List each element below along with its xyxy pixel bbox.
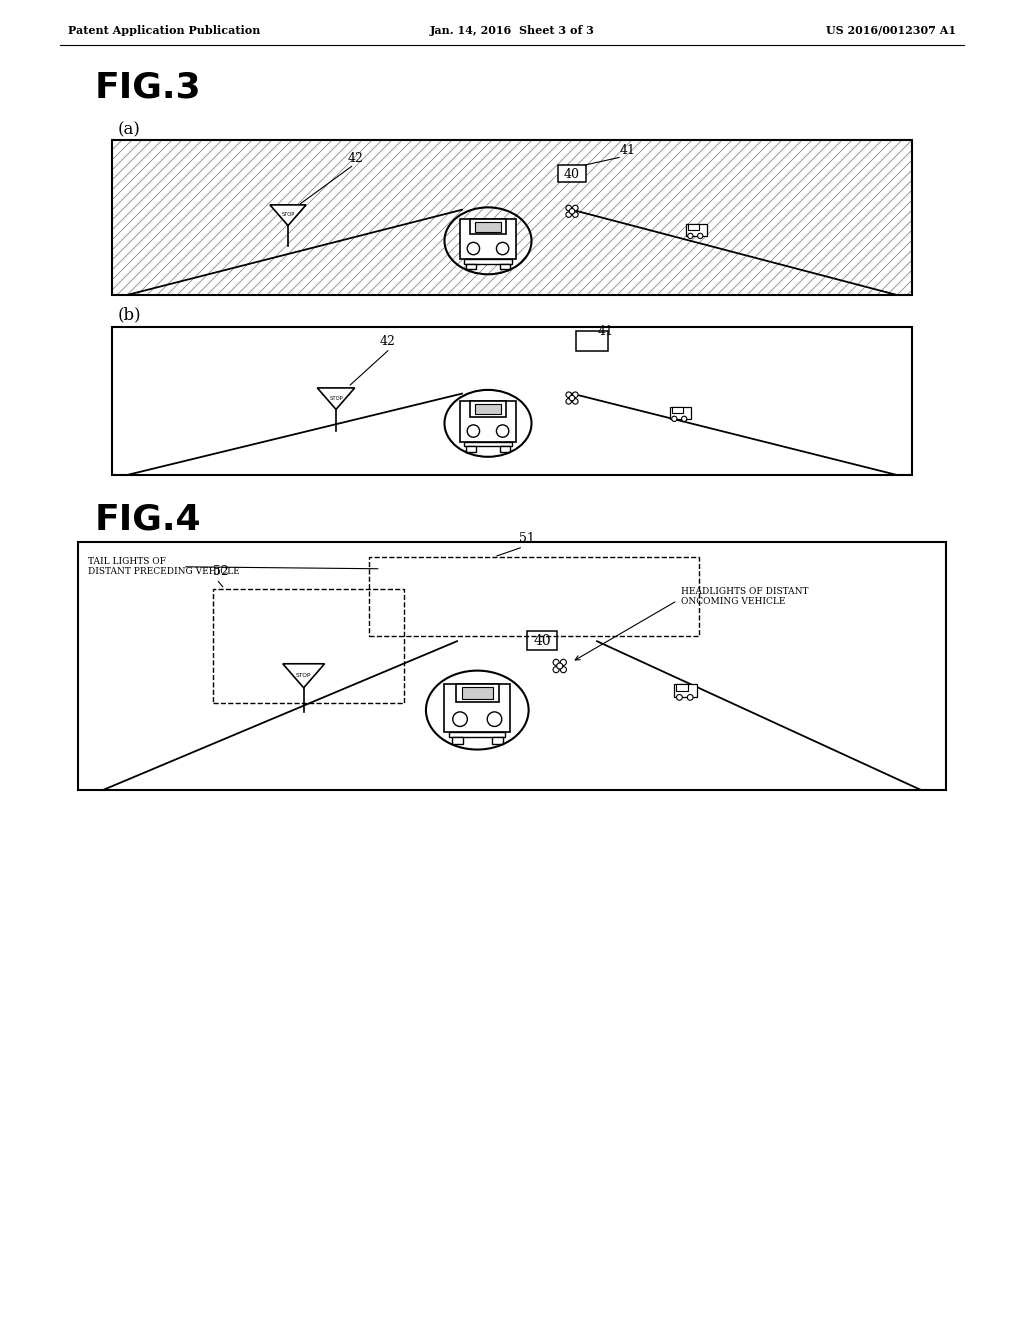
Text: 40: 40 [534,634,551,648]
Circle shape [677,694,682,700]
Bar [670,407,690,418]
Text: 41: 41 [620,144,636,157]
Circle shape [572,399,579,404]
Bar [492,737,503,743]
Circle shape [557,663,563,669]
Bar [500,264,510,269]
Text: FIG.3: FIG.3 [95,71,202,106]
Text: 42: 42 [348,152,364,165]
Polygon shape [317,388,354,409]
Circle shape [697,234,702,239]
Bar [112,140,912,294]
Circle shape [497,425,509,437]
Bar [213,589,403,704]
Bar [464,442,512,446]
Bar [500,446,510,451]
Bar [470,401,506,417]
Circle shape [566,392,571,397]
Circle shape [566,211,571,218]
Text: (a): (a) [118,121,141,139]
Bar [575,331,608,351]
Text: Jan. 14, 2016  Sheet 3 of 3: Jan. 14, 2016 Sheet 3 of 3 [429,25,595,36]
Bar [685,224,707,236]
Circle shape [688,234,693,239]
Circle shape [553,659,559,665]
Bar [444,684,510,733]
Bar [475,404,501,414]
Circle shape [572,205,579,211]
Text: Patent Application Publication: Patent Application Publication [68,25,260,36]
Bar [460,219,516,260]
Bar [450,733,506,737]
Circle shape [687,694,693,700]
Bar [674,684,697,697]
Text: US 2016/0012307 A1: US 2016/0012307 A1 [826,25,956,36]
Circle shape [572,392,579,397]
Bar [527,631,557,651]
Bar [460,401,516,442]
Text: 41: 41 [598,325,614,338]
Bar [687,224,698,230]
Text: STOP: STOP [282,213,295,218]
Bar [672,407,683,413]
Bar [112,140,912,294]
Text: STOP: STOP [329,396,343,401]
Circle shape [566,205,571,211]
Text: TAIL LIGHTS OF
DISTANT PRECEDING VEHICLE: TAIL LIGHTS OF DISTANT PRECEDING VEHICLE [88,557,240,577]
Polygon shape [270,205,306,226]
Bar [452,737,463,743]
Bar [460,219,516,260]
Bar [558,165,586,182]
Text: (b): (b) [118,306,141,323]
Circle shape [560,659,566,665]
Circle shape [487,711,502,726]
Circle shape [560,667,566,673]
Bar [466,446,476,451]
Circle shape [672,416,677,421]
Circle shape [467,425,479,437]
Text: FIG.4: FIG.4 [95,503,202,537]
Text: 42: 42 [380,335,396,348]
Circle shape [566,399,571,404]
Text: STOP: STOP [296,673,311,677]
Text: 52: 52 [213,565,228,578]
Circle shape [572,211,579,218]
Bar [677,684,688,692]
Text: 51: 51 [519,532,536,545]
Circle shape [569,209,574,214]
Circle shape [453,711,467,726]
Bar [112,327,912,475]
Bar [466,264,476,269]
Circle shape [497,243,509,255]
Text: HEADLIGHTS OF DISTANT
ONCOMING VEHICLE: HEADLIGHTS OF DISTANT ONCOMING VEHICLE [681,587,809,606]
Circle shape [682,416,687,421]
Bar [464,260,512,264]
Text: 40: 40 [564,168,580,181]
Bar [369,557,698,636]
Bar [470,219,506,235]
Bar [78,543,946,789]
Bar [462,688,493,700]
Circle shape [569,395,574,401]
Circle shape [553,667,559,673]
Polygon shape [283,664,325,688]
Bar [444,684,510,733]
Bar [475,222,501,231]
Bar [456,684,499,702]
Circle shape [467,243,479,255]
